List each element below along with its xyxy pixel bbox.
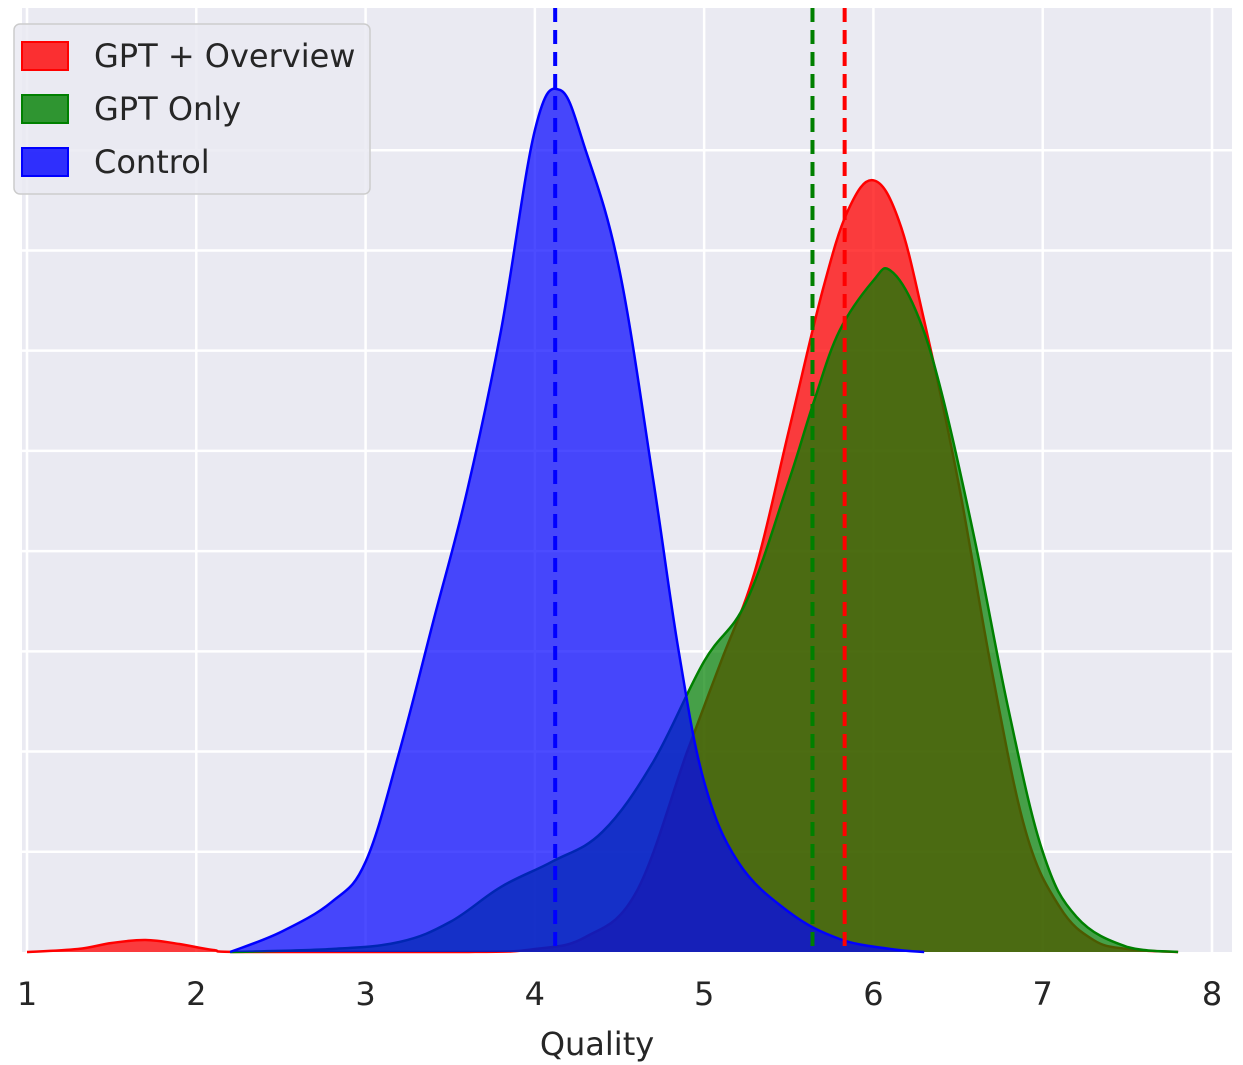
x-tick-label-3: 4 bbox=[525, 975, 545, 1013]
x-tick-label-5: 6 bbox=[863, 975, 883, 1013]
legend-swatch-control bbox=[21, 147, 69, 177]
x-axis-label: Quality bbox=[540, 1025, 654, 1063]
mean-layer bbox=[553, 8, 847, 952]
legend-label-gpt-overview: GPT + Overview bbox=[94, 37, 355, 75]
legend-swatch-gpt-only bbox=[21, 94, 69, 124]
legend-label-gpt-only: GPT Only bbox=[94, 90, 241, 128]
area-layer bbox=[26, 87, 1179, 954]
density-line-control bbox=[229, 87, 925, 954]
legend-swatch-gpt-overview bbox=[21, 41, 69, 71]
density-area-gpt-only bbox=[230, 268, 1179, 952]
legend-box bbox=[13, 23, 371, 195]
x-tick-label-6: 7 bbox=[1033, 975, 1053, 1013]
legend: GPT + Overview GPT Only Control bbox=[13, 23, 371, 195]
tick-layer: 1 2 3 4 5 6 7 8 bbox=[17, 975, 1222, 1013]
x-tick-label-1: 2 bbox=[186, 975, 206, 1013]
x-tick-label-7: 8 bbox=[1202, 975, 1222, 1013]
x-tick-label-4: 5 bbox=[694, 975, 714, 1013]
x-tick-label-2: 3 bbox=[355, 975, 375, 1013]
legend-label-control: Control bbox=[94, 143, 210, 181]
density-area-control bbox=[230, 88, 925, 953]
x-tick-label-0: 1 bbox=[17, 975, 37, 1013]
